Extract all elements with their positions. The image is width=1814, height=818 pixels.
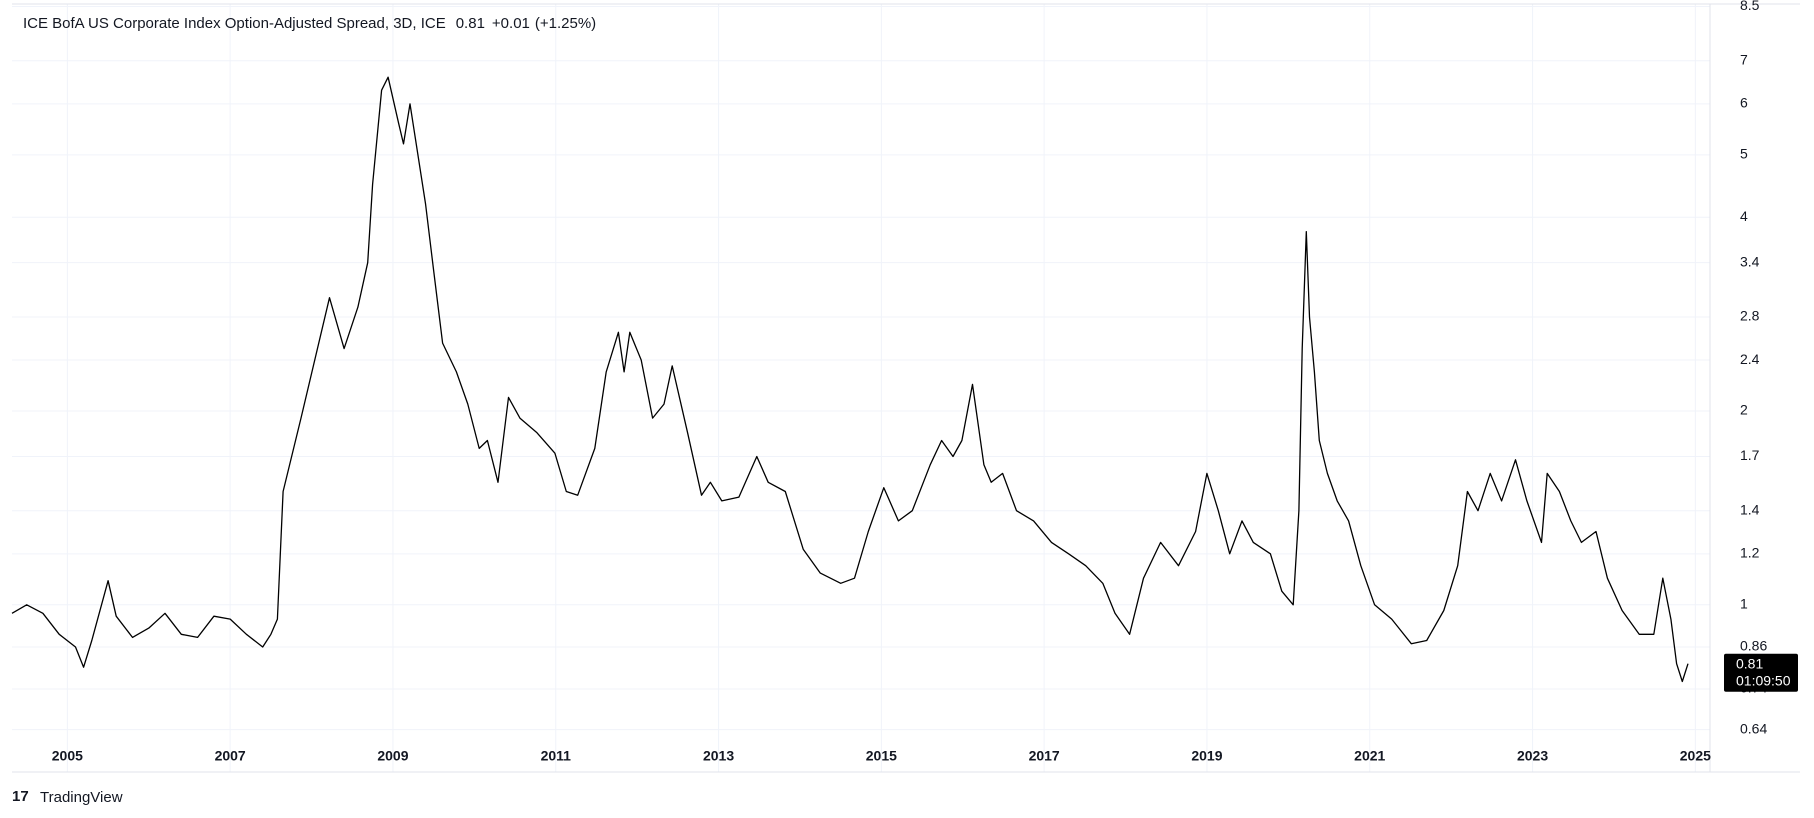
change-pct: (+1.25%) [535, 15, 596, 32]
axes: 8.576543.42.82.421.71.41.210.860.740.642… [52, 0, 1798, 764]
y-tick-label: 3.4 [1740, 253, 1760, 269]
y-tick-label: 1 [1740, 596, 1748, 612]
last-value: 0.81 [456, 15, 485, 32]
y-tick-label: 5 [1740, 146, 1748, 162]
x-tick-label: 2025 [1680, 748, 1711, 764]
change: +0.01 [492, 15, 530, 32]
y-tick-label: 0.64 [1740, 720, 1767, 736]
y-tick-label: 1.2 [1740, 545, 1760, 561]
y-tick-label: 0.86 [1740, 638, 1767, 654]
y-tick-label: 4 [1740, 208, 1748, 224]
price-label-value: 0.81 [1736, 655, 1763, 671]
y-tick-label: 8.5 [1740, 0, 1760, 13]
y-tick-label: 2.4 [1740, 351, 1760, 367]
x-tick-label: 2015 [866, 748, 897, 764]
x-tick-label: 2009 [377, 748, 408, 764]
y-tick-label: 2 [1740, 402, 1748, 418]
legend-header: ICE BofA US Corporate Index Option-Adjus… [23, 15, 596, 32]
series-line [11, 76, 1689, 683]
grid [12, 4, 1710, 772]
y-tick-label: 7 [1740, 51, 1748, 67]
x-tick-label: 2017 [1029, 748, 1060, 764]
logo: 17 TradingView [12, 788, 123, 806]
x-tick-label: 2019 [1191, 748, 1222, 764]
y-tick-label: 1.4 [1740, 501, 1760, 517]
x-tick-label: 2007 [215, 748, 246, 764]
x-tick-label: 2021 [1354, 748, 1385, 764]
plot [11, 76, 1689, 683]
x-tick-label: 2005 [52, 748, 83, 764]
price-label-box [1724, 653, 1798, 692]
y-tick-label: 6 [1740, 95, 1748, 111]
x-tick-label: 2023 [1517, 748, 1548, 764]
y-tick-label: 1.7 [1740, 447, 1760, 463]
price-label-countdown: 01:09:50 [1736, 672, 1791, 688]
y-tick-label: 2.8 [1740, 308, 1760, 324]
logo-mark: 17 [12, 788, 29, 805]
x-tick-label: 2013 [703, 748, 734, 764]
x-tick-label: 2011 [541, 748, 572, 764]
logo-text: TradingView [40, 789, 123, 806]
title: ICE BofA US Corporate Index Option-Adjus… [23, 15, 446, 32]
